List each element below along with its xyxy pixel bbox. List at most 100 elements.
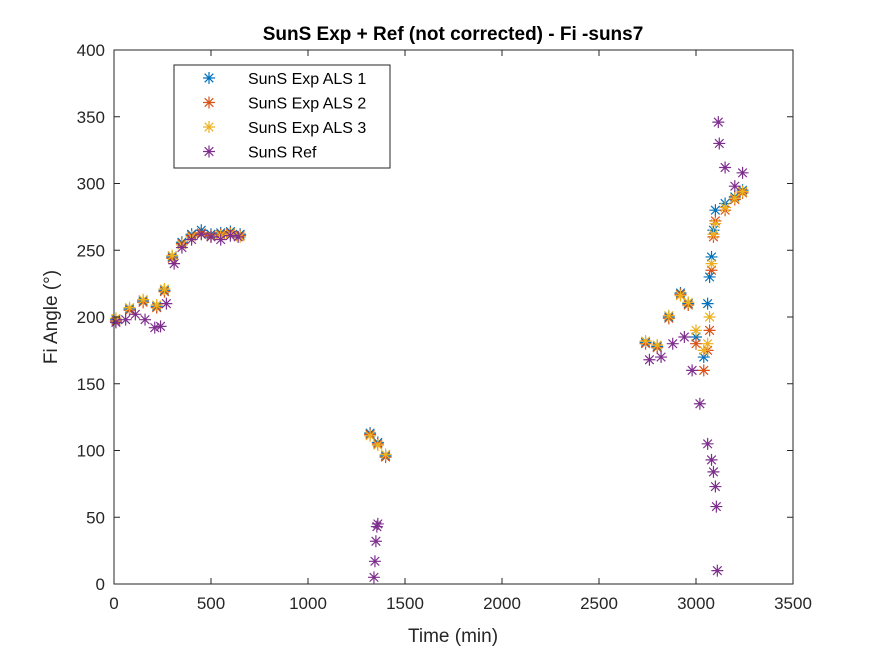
y-tick-label: 400 [77,41,105,60]
y-tick-label: 100 [77,442,105,461]
data-point [655,351,668,364]
data-point [719,201,732,214]
data-point [686,364,699,377]
data-point [701,297,714,310]
data-point [712,116,725,129]
data-point [371,517,384,530]
data-point [168,257,181,270]
data-point [701,337,714,350]
x-tick-label: 2500 [580,594,618,613]
data-point [379,448,392,461]
data-point [205,230,217,243]
x-tick-label: 2000 [483,594,521,613]
y-axis-ticks: 0 50 100 150 200 250 300 350 400 [77,41,793,594]
data-point [690,337,702,350]
data-point [690,331,702,344]
series-4 [109,116,749,584]
y-axis-label: Fi Angle (°) [41,270,62,364]
data-point [690,324,702,337]
data-point [371,439,384,452]
data-point [662,309,675,322]
data-point [697,344,710,357]
data-point [711,564,724,577]
data-point [719,161,732,174]
legend-marker-2 [203,96,215,109]
legend-marker-3 [203,121,215,133]
y-tick-label: 50 [86,508,105,527]
data-point [139,313,152,326]
data-point [736,185,749,198]
data-point [367,571,380,584]
data-point [643,353,656,366]
data-point [214,233,227,246]
data-point [703,270,716,283]
y-tick-label: 150 [77,375,105,394]
data-point [195,228,208,241]
data-point [185,233,198,246]
data-point [728,180,741,193]
data-point [701,437,714,450]
data-point [369,535,382,548]
data-point [651,339,664,352]
data-point [709,480,722,493]
x-tick-label: 1000 [289,594,327,613]
data-point [703,324,716,337]
data-point [364,429,377,442]
y-tick-label: 350 [77,108,105,127]
x-tick-label: 0 [109,594,118,613]
data-point [709,217,722,230]
data-point [166,249,179,262]
data-marks [109,116,749,584]
data-point [693,397,706,410]
x-axis-label: Time (min) [408,626,498,647]
data-point [160,297,173,310]
y-tick-label: 300 [77,175,105,194]
data-point [707,228,720,241]
data-point [123,301,136,314]
legend-marker-4 [203,145,215,158]
x-tick-label: 3000 [677,594,715,613]
legend-label-1: SunS Exp ALS 1 [248,71,366,88]
data-point [137,293,150,306]
data-point [175,241,188,254]
y-tick-label: 0 [96,575,105,594]
data-point [158,282,171,295]
data-point [368,555,381,568]
x-tick-label: 3500 [774,594,812,613]
y-tick-label: 250 [77,241,105,260]
data-point [728,192,741,205]
data-point [639,335,652,348]
data-point [705,264,718,277]
data-point [697,351,710,364]
legend-label-4: SunS Ref [248,145,317,162]
data-point [224,229,237,242]
data-point [713,137,726,150]
data-point [666,337,679,350]
data-point [682,296,695,309]
data-point [119,313,132,326]
x-tick-label: 500 [197,594,225,613]
data-point [109,316,122,329]
data-point [370,520,383,533]
data-point [678,331,691,344]
data-point [697,364,710,377]
data-point [703,311,716,323]
data-point [736,166,749,179]
data-point [232,230,245,243]
data-point [154,320,167,333]
data-point [674,289,687,302]
y-tick-label: 200 [77,308,105,327]
data-point [710,500,723,513]
legend: SunS Exp ALS 1 SunS Exp ALS 2 SunS Exp ALS… [173,64,391,169]
data-point [705,250,718,263]
data-point [707,465,720,478]
data-point [705,453,718,466]
data-point [705,257,718,270]
legend-marker-1 [203,72,215,84]
x-axis-ticks: 0 500 1000 1500 2000 2500 3000 3500 [109,50,812,613]
data-point [709,204,722,217]
data-point [150,298,163,311]
legend-label-3: SunS Exp ALS 3 [248,120,366,137]
